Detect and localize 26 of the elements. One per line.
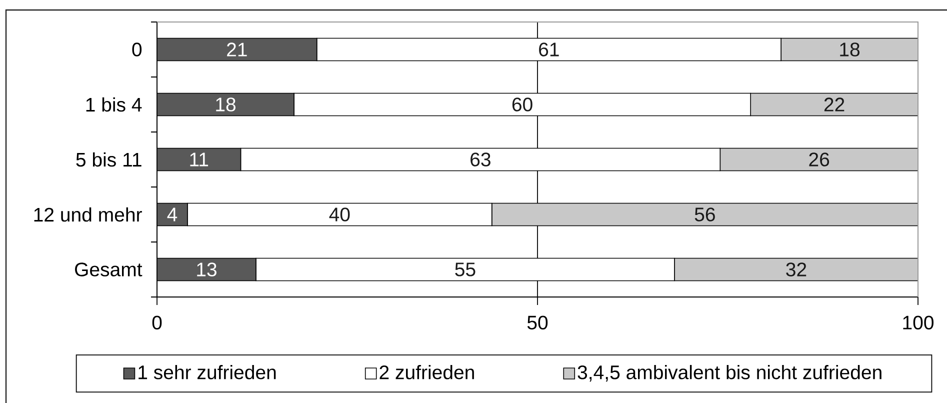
data-label: 55	[455, 262, 476, 276]
data-label: 4	[167, 208, 178, 222]
data-label: 18	[840, 42, 860, 56]
legend-label: 3,4,5 ambivalent bis nicht zufrieden	[578, 364, 882, 382]
y-tick-label: Gesamt	[75, 262, 142, 276]
data-label: 11	[190, 152, 208, 166]
data-label: 26	[809, 152, 830, 166]
data-label: 40	[329, 208, 350, 222]
x-tick-label: 0	[152, 316, 162, 330]
data-label: 18	[216, 98, 236, 112]
x-tick-label: 100	[903, 316, 934, 330]
data-label: 61	[539, 42, 559, 56]
data-label: 22	[824, 98, 844, 112]
data-label: 21	[227, 42, 247, 56]
y-tick-label: 1 bis 4	[86, 97, 142, 112]
data-label: 13	[197, 262, 216, 276]
data-label: 56	[694, 208, 715, 222]
data-label: 63	[470, 152, 490, 166]
y-tick-label: 5 bis 11	[76, 152, 142, 167]
data-label: 60	[512, 98, 532, 112]
y-tick-label: 12 und mehr	[34, 207, 142, 222]
y-tick-label: 0	[132, 42, 142, 56]
data-label: 32	[786, 262, 806, 276]
legend-label: 2 zufrieden	[380, 364, 474, 380]
legend-label: 1 sehr zufrieden	[138, 364, 276, 380]
x-tick-label: 50	[527, 316, 548, 330]
